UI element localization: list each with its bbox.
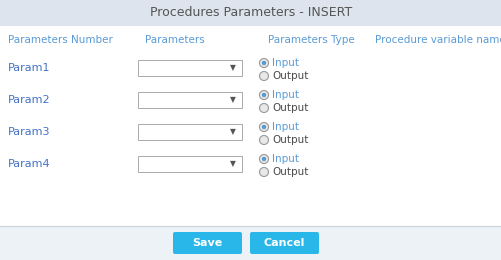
- Text: Procedure variable name: Procedure variable name: [374, 35, 501, 45]
- Text: Input: Input: [272, 58, 299, 68]
- Circle shape: [259, 167, 268, 177]
- Text: Output: Output: [272, 135, 308, 145]
- Circle shape: [259, 58, 268, 68]
- Text: Procedures Parameters - INSERT: Procedures Parameters - INSERT: [150, 6, 351, 20]
- Text: Output: Output: [272, 71, 308, 81]
- Circle shape: [259, 122, 268, 132]
- Text: ▼: ▼: [229, 63, 235, 73]
- Text: ▼: ▼: [229, 95, 235, 105]
- Circle shape: [262, 157, 266, 161]
- FancyBboxPatch shape: [0, 226, 501, 260]
- Text: Input: Input: [272, 122, 299, 132]
- Text: Parameters Number: Parameters Number: [8, 35, 113, 45]
- Text: Cancel: Cancel: [264, 238, 305, 248]
- Text: Param4: Param4: [8, 159, 51, 169]
- Text: Parameters Type: Parameters Type: [268, 35, 354, 45]
- Circle shape: [259, 154, 268, 164]
- FancyBboxPatch shape: [173, 232, 241, 254]
- Text: ▼: ▼: [229, 127, 235, 136]
- Circle shape: [262, 125, 266, 129]
- Text: Param3: Param3: [8, 127, 51, 137]
- FancyBboxPatch shape: [0, 0, 501, 26]
- FancyBboxPatch shape: [249, 232, 318, 254]
- Circle shape: [259, 90, 268, 100]
- FancyBboxPatch shape: [138, 156, 241, 172]
- Circle shape: [262, 93, 266, 97]
- Circle shape: [259, 103, 268, 113]
- Circle shape: [259, 135, 268, 145]
- FancyBboxPatch shape: [0, 26, 501, 229]
- Text: ▼: ▼: [229, 159, 235, 168]
- Text: Save: Save: [192, 238, 222, 248]
- Text: Input: Input: [272, 90, 299, 100]
- Text: Output: Output: [272, 103, 308, 113]
- FancyBboxPatch shape: [138, 92, 241, 108]
- Text: Parameters: Parameters: [145, 35, 204, 45]
- Text: Output: Output: [272, 167, 308, 177]
- Text: Input: Input: [272, 154, 299, 164]
- Text: Param1: Param1: [8, 63, 51, 73]
- Circle shape: [262, 61, 266, 65]
- FancyBboxPatch shape: [138, 124, 241, 140]
- FancyBboxPatch shape: [138, 60, 241, 76]
- Circle shape: [259, 72, 268, 81]
- Text: Param2: Param2: [8, 95, 51, 105]
